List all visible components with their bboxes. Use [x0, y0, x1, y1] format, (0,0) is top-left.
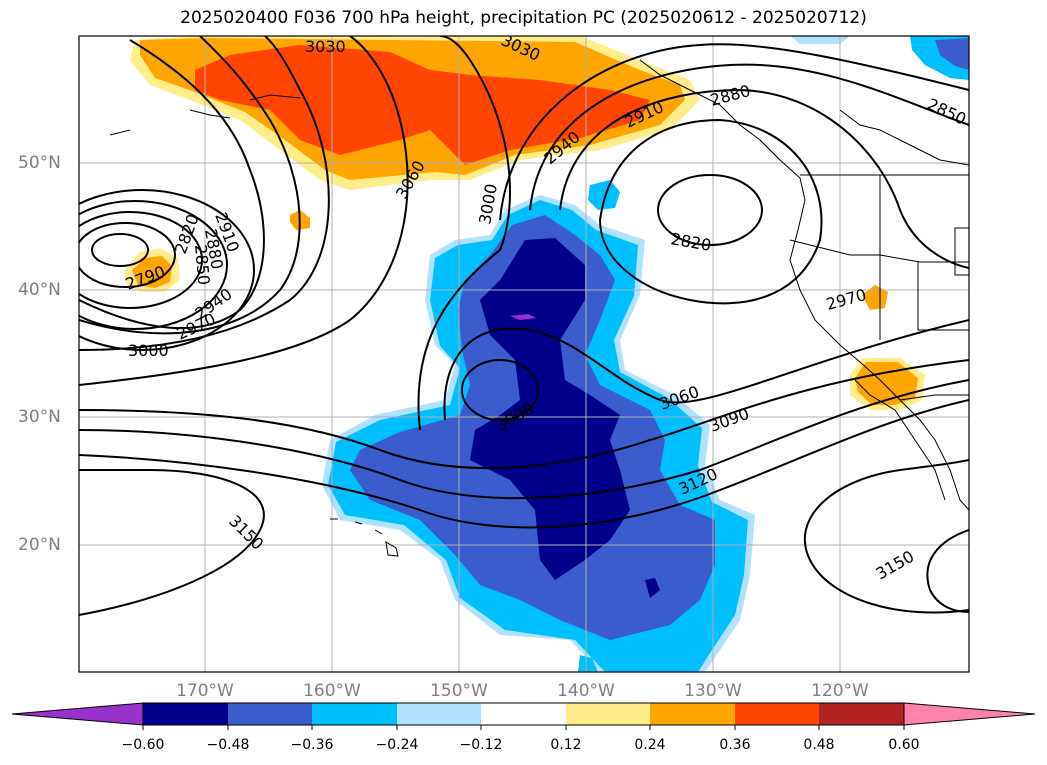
negative-anomaly-area	[322, 180, 755, 672]
colorbar-tick-label: 0.12	[550, 737, 582, 753]
contour-label: 2850	[191, 244, 213, 286]
colorbar-tick-label: 0.60	[888, 737, 920, 753]
strong-negative-area	[470, 238, 630, 580]
lon-label: 160°W	[303, 681, 361, 701]
colorbar-tick-label: −0.36	[290, 737, 334, 753]
colorbar-tick-label: 0.48	[803, 737, 835, 753]
colorbar-segment	[650, 703, 735, 725]
lon-label: 170°W	[176, 681, 234, 701]
map-title: 2025020400 F036 700 hPa height, precipit…	[180, 8, 867, 28]
lon-label: 130°W	[684, 681, 742, 701]
colorbar-segment	[228, 703, 312, 725]
colorbar-segment	[312, 703, 397, 725]
lat-label: 20°N	[18, 535, 61, 555]
colorbar-segment	[735, 703, 819, 725]
patch-west-orange	[132, 256, 172, 288]
contour-label: 3030	[305, 37, 346, 56]
lon-label: 140°W	[557, 681, 615, 701]
plot-frame	[78, 35, 970, 673]
colorbar-segment	[481, 703, 566, 725]
red-orange-area	[195, 45, 650, 165]
colorbar-segment	[143, 703, 228, 725]
positive-anomaly-patches	[125, 210, 925, 410]
colorbar-segment	[566, 703, 650, 725]
negative-patch-northeast	[790, 36, 969, 80]
colorbar-tick-label: 0.36	[719, 737, 751, 753]
colorbar-tick-label: 0.24	[634, 737, 666, 753]
lon-label: 120°W	[811, 681, 869, 701]
contour-label: 3000	[128, 341, 169, 360]
colorbar-tick-label: −0.12	[459, 737, 503, 753]
colorbar	[11, 702, 1036, 730]
colorbar-segment	[819, 703, 904, 725]
colorbar-extend-high	[903, 702, 1036, 726]
colorbar-segment	[397, 703, 481, 725]
colorbar-tick-label: −0.48	[206, 737, 250, 753]
colorbar-tick-label: −0.60	[121, 737, 165, 753]
height-contours	[79, 36, 969, 616]
lat-label: 30°N	[18, 407, 61, 427]
lon-label: 150°W	[430, 681, 488, 701]
colorbar-extend-low	[11, 702, 144, 726]
lat-label: 50°N	[18, 153, 61, 173]
lat-label: 40°N	[18, 280, 61, 300]
colorbar-tick-label: −0.24	[375, 737, 419, 753]
positive-anomaly-north-band	[130, 36, 700, 190]
